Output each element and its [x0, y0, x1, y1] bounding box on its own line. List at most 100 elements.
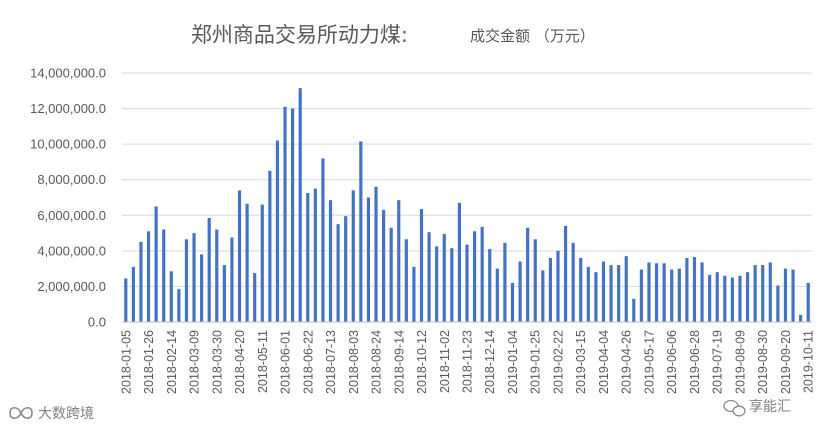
bar-2018-08-17 [366, 197, 371, 322]
bar-2018-12-21 [495, 268, 499, 322]
bar-2019-07-05 [700, 262, 704, 322]
bar-2018-01-12 [131, 266, 135, 322]
bar-2018-11-30 [472, 231, 477, 322]
bar-2018-07-20 [336, 224, 340, 322]
bar-2019-06-14 [677, 268, 681, 322]
bar-2018-12-14 [488, 249, 492, 322]
wechat-icon [723, 399, 746, 417]
bar-2018-01-05 [124, 278, 128, 322]
bar-2018-07-27 [344, 216, 348, 322]
x-tick-label: 2018-09-14 [392, 330, 406, 394]
x-tick-label: 2018-02-14 [165, 330, 179, 394]
x-tick-label: 2019-07-19 [711, 330, 725, 394]
bar-2019-01-18 [526, 227, 530, 322]
y-tick-label: 2,000,000.0 [37, 279, 106, 294]
bar-2019-06-28 [692, 257, 697, 322]
bar-2018-07-13 [328, 200, 333, 322]
x-tick-label: 2019-05-17 [642, 330, 656, 394]
bar-2019-02-01 [541, 270, 545, 322]
x-tick-label: 2018-05-11 [256, 330, 270, 393]
x-tick-label: 2018-07-13 [324, 330, 338, 394]
x-tick-label: 2018-08-03 [347, 330, 361, 394]
x-tick-label: 2018-08-24 [370, 330, 384, 394]
bar-2018-09-07 [389, 227, 393, 322]
x-tick-label: 2019-01-04 [506, 330, 520, 394]
bar-2018-11-23 [465, 244, 469, 322]
x-tick-label: 2018-06-22 [301, 330, 315, 394]
x-tick-label: 2019-09-20 [779, 330, 793, 394]
bar-2019-03-08 [571, 242, 575, 322]
bar-2019-07-26 [723, 275, 727, 322]
bar-2018-03-09 [192, 233, 196, 322]
bar-2018-11-02 [442, 233, 446, 322]
bar-2019-08-02 [730, 277, 734, 322]
bar-2019-09-30 [799, 314, 803, 322]
bar-2019-03-15 [579, 257, 583, 322]
bar-2018-10-19 [427, 232, 431, 322]
x-tick-label: 2019-10-11 [802, 330, 816, 393]
x-tick-label: 2018-11-02 [438, 330, 452, 393]
bar-2019-08-09 [738, 275, 742, 322]
bar-2018-05-25 [275, 140, 280, 322]
watermark-left: 大数跨境 [9, 406, 94, 422]
bar-2018-03-02 [184, 239, 189, 322]
bar-2018-03-16 [200, 254, 204, 322]
bar-2018-12-28 [503, 242, 507, 322]
bar-2019-07-19 [715, 272, 719, 322]
y-tick-label: 10,000,000.0 [30, 137, 106, 152]
bar-2018-08-10 [359, 141, 363, 322]
bar-2018-01-26 [146, 231, 151, 322]
bar-2018-06-29 [313, 188, 317, 322]
watermark-right: 享能汇 [723, 398, 791, 417]
bars [124, 88, 810, 323]
bar-2018-06-01 [283, 106, 287, 323]
bar-2019-06-06 [670, 269, 674, 322]
bar-2018-04-20 [237, 190, 242, 322]
x-tick-label: 2019-03-15 [574, 330, 588, 394]
bar-2019-02-15 [548, 257, 552, 322]
x-axis-tick-labels: 2018-01-05 2018-01-26 2018-02-14 2018-03-09… [119, 330, 815, 394]
bar-2019-03-01 [563, 225, 568, 322]
x-tick-label: 2019-06-28 [688, 330, 702, 394]
y-tick-label: 0.0 [88, 315, 106, 330]
bar-2018-08-03 [351, 190, 355, 322]
bar-2018-04-13 [230, 237, 234, 322]
bar-2018-02-23 [177, 289, 181, 322]
x-tick-label: 2019-06-06 [665, 330, 679, 394]
bar-2019-02-22 [556, 250, 560, 322]
bar-2018-12-07 [480, 226, 484, 322]
bar-2019-05-10 [639, 269, 643, 322]
x-tick-label: 2018-06-01 [279, 330, 293, 394]
bar-2018-11-09 [450, 248, 454, 322]
x-tick-label: 2019-04-04 [597, 330, 611, 394]
bar-2019-03-22 [586, 266, 590, 322]
bar-2019-04-19 [617, 265, 621, 322]
bar-2018-04-27 [245, 203, 249, 322]
bar-2019-08-30 [761, 265, 765, 322]
bar-2019-07-12 [708, 274, 712, 322]
x-tick-label: 2019-04-26 [620, 330, 634, 394]
x-tick-label: 2018-01-26 [142, 330, 156, 394]
y-tick-label: 12,000,000.0 [30, 101, 106, 116]
bar-2018-07-06 [321, 158, 325, 322]
bar-2019-09-27 [791, 269, 795, 322]
x-tick-label: 2018-11-23 [461, 330, 475, 393]
bar-2018-08-24 [374, 186, 378, 322]
bar-2018-02-02 [154, 206, 158, 322]
watermark-left-text: 大数跨境 [38, 406, 94, 422]
bar-2018-08-31 [382, 209, 386, 322]
x-tick-label: 2018-03-30 [210, 330, 224, 394]
x-tick-label: 2018-04-20 [233, 330, 247, 394]
bar-2018-06-22 [306, 193, 310, 322]
bar-2018-06-15 [298, 88, 302, 322]
x-tick-label: 2019-01-25 [529, 330, 543, 394]
x-tick-label: 2018-12-14 [483, 330, 497, 394]
bar-2019-05-24 [654, 263, 659, 322]
bar-2018-11-16 [457, 202, 462, 322]
bar-2018-03-23 [207, 217, 211, 322]
bar-2018-03-30 [215, 229, 219, 322]
y-tick-label: 14,000,000.0 [30, 66, 106, 81]
bar-2018-09-28 [412, 266, 416, 322]
bar-2019-08-23 [753, 265, 757, 322]
